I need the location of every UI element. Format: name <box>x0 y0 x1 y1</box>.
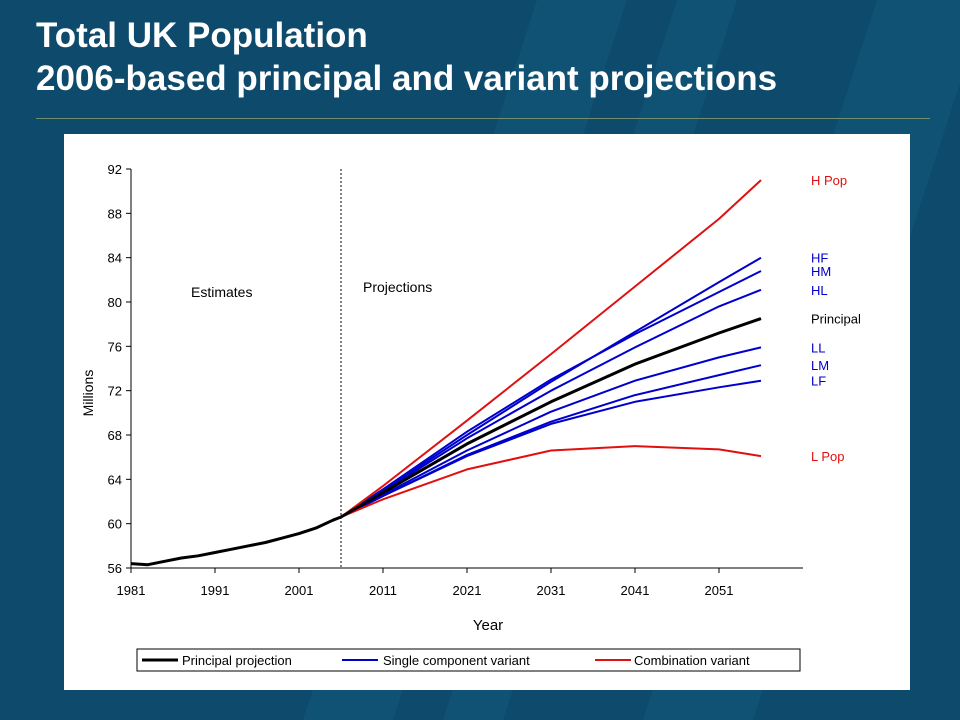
y-tick-label: 72 <box>108 384 122 399</box>
y-axis-label: Millions <box>80 370 96 417</box>
annotation-estimates: Estimates <box>191 284 252 300</box>
y-tick-label: 56 <box>108 561 122 576</box>
x-tick-label: 1991 <box>201 583 230 598</box>
series-label-hm: HM <box>811 264 831 279</box>
chart-axes: 56 60 64 68 72 76 80 84 88 92 1981 1991 2001 2011 2021… <box>108 162 803 598</box>
y-tick-label: 92 <box>108 162 122 177</box>
series-label-hl: HL <box>811 283 828 298</box>
x-tick-label: 2011 <box>369 583 397 598</box>
series-ll <box>340 346 762 518</box>
series-label-l-pop: L Pop <box>811 449 845 464</box>
series-h-pop <box>340 179 762 518</box>
series-label-h-pop: H Pop <box>811 173 847 188</box>
x-axis-label: Year <box>473 617 503 634</box>
legend-entry-label: Principal projection <box>182 653 292 668</box>
legend-box <box>136 648 801 672</box>
slide-title: Total UK Population 2006-based principal… <box>36 14 777 100</box>
chart-legend: Principal projection Single component var… <box>136 648 801 672</box>
series-estimates <box>130 515 342 567</box>
x-tick-label: 2041 <box>621 583 650 598</box>
series-principal <box>340 317 762 519</box>
annotation-projections: Projections <box>363 279 432 295</box>
slide-title-line-2: 2006-based principal and variant project… <box>36 59 778 98</box>
x-tick-label: 1981 <box>117 583 146 598</box>
chart-panel: 56 60 64 68 72 76 80 84 88 92 1981 1991 2001 2011 2021… <box>64 134 910 690</box>
slide-title-line-1: Total UK Population <box>36 16 368 55</box>
y-tick-label: 88 <box>108 206 122 221</box>
y-tick-label: 80 <box>108 295 122 310</box>
chart-series <box>130 179 762 567</box>
series-lf <box>340 379 762 518</box>
series-label-lf: LF <box>811 374 826 389</box>
x-tick-label: 2021 <box>453 583 482 598</box>
series-label-lm: LM <box>811 358 829 373</box>
series-label-hf: HF <box>811 251 828 266</box>
x-tick-label: 2031 <box>537 583 566 598</box>
series-lm <box>340 364 762 518</box>
line-chart: 56 60 64 68 72 76 80 84 88 92 1981 1991 2001 2011 2021… <box>80 162 861 672</box>
y-tick-label: 68 <box>108 428 122 443</box>
series-l-pop <box>340 445 762 518</box>
series-label-ll: LL <box>811 340 825 355</box>
series-hm <box>340 270 762 518</box>
y-tick-label: 76 <box>108 339 122 354</box>
x-tick-label: 2001 <box>285 583 314 598</box>
series-label-principal: Principal <box>811 312 861 327</box>
title-divider <box>36 118 930 119</box>
x-tick-label: 2051 <box>705 583 734 598</box>
legend-entry-label: Combination variant <box>634 653 750 668</box>
y-tick-label: 64 <box>108 472 122 487</box>
legend-entry-label: Single component variant <box>383 653 530 668</box>
y-tick-label: 84 <box>108 251 122 266</box>
y-tick-label: 60 <box>108 517 122 532</box>
